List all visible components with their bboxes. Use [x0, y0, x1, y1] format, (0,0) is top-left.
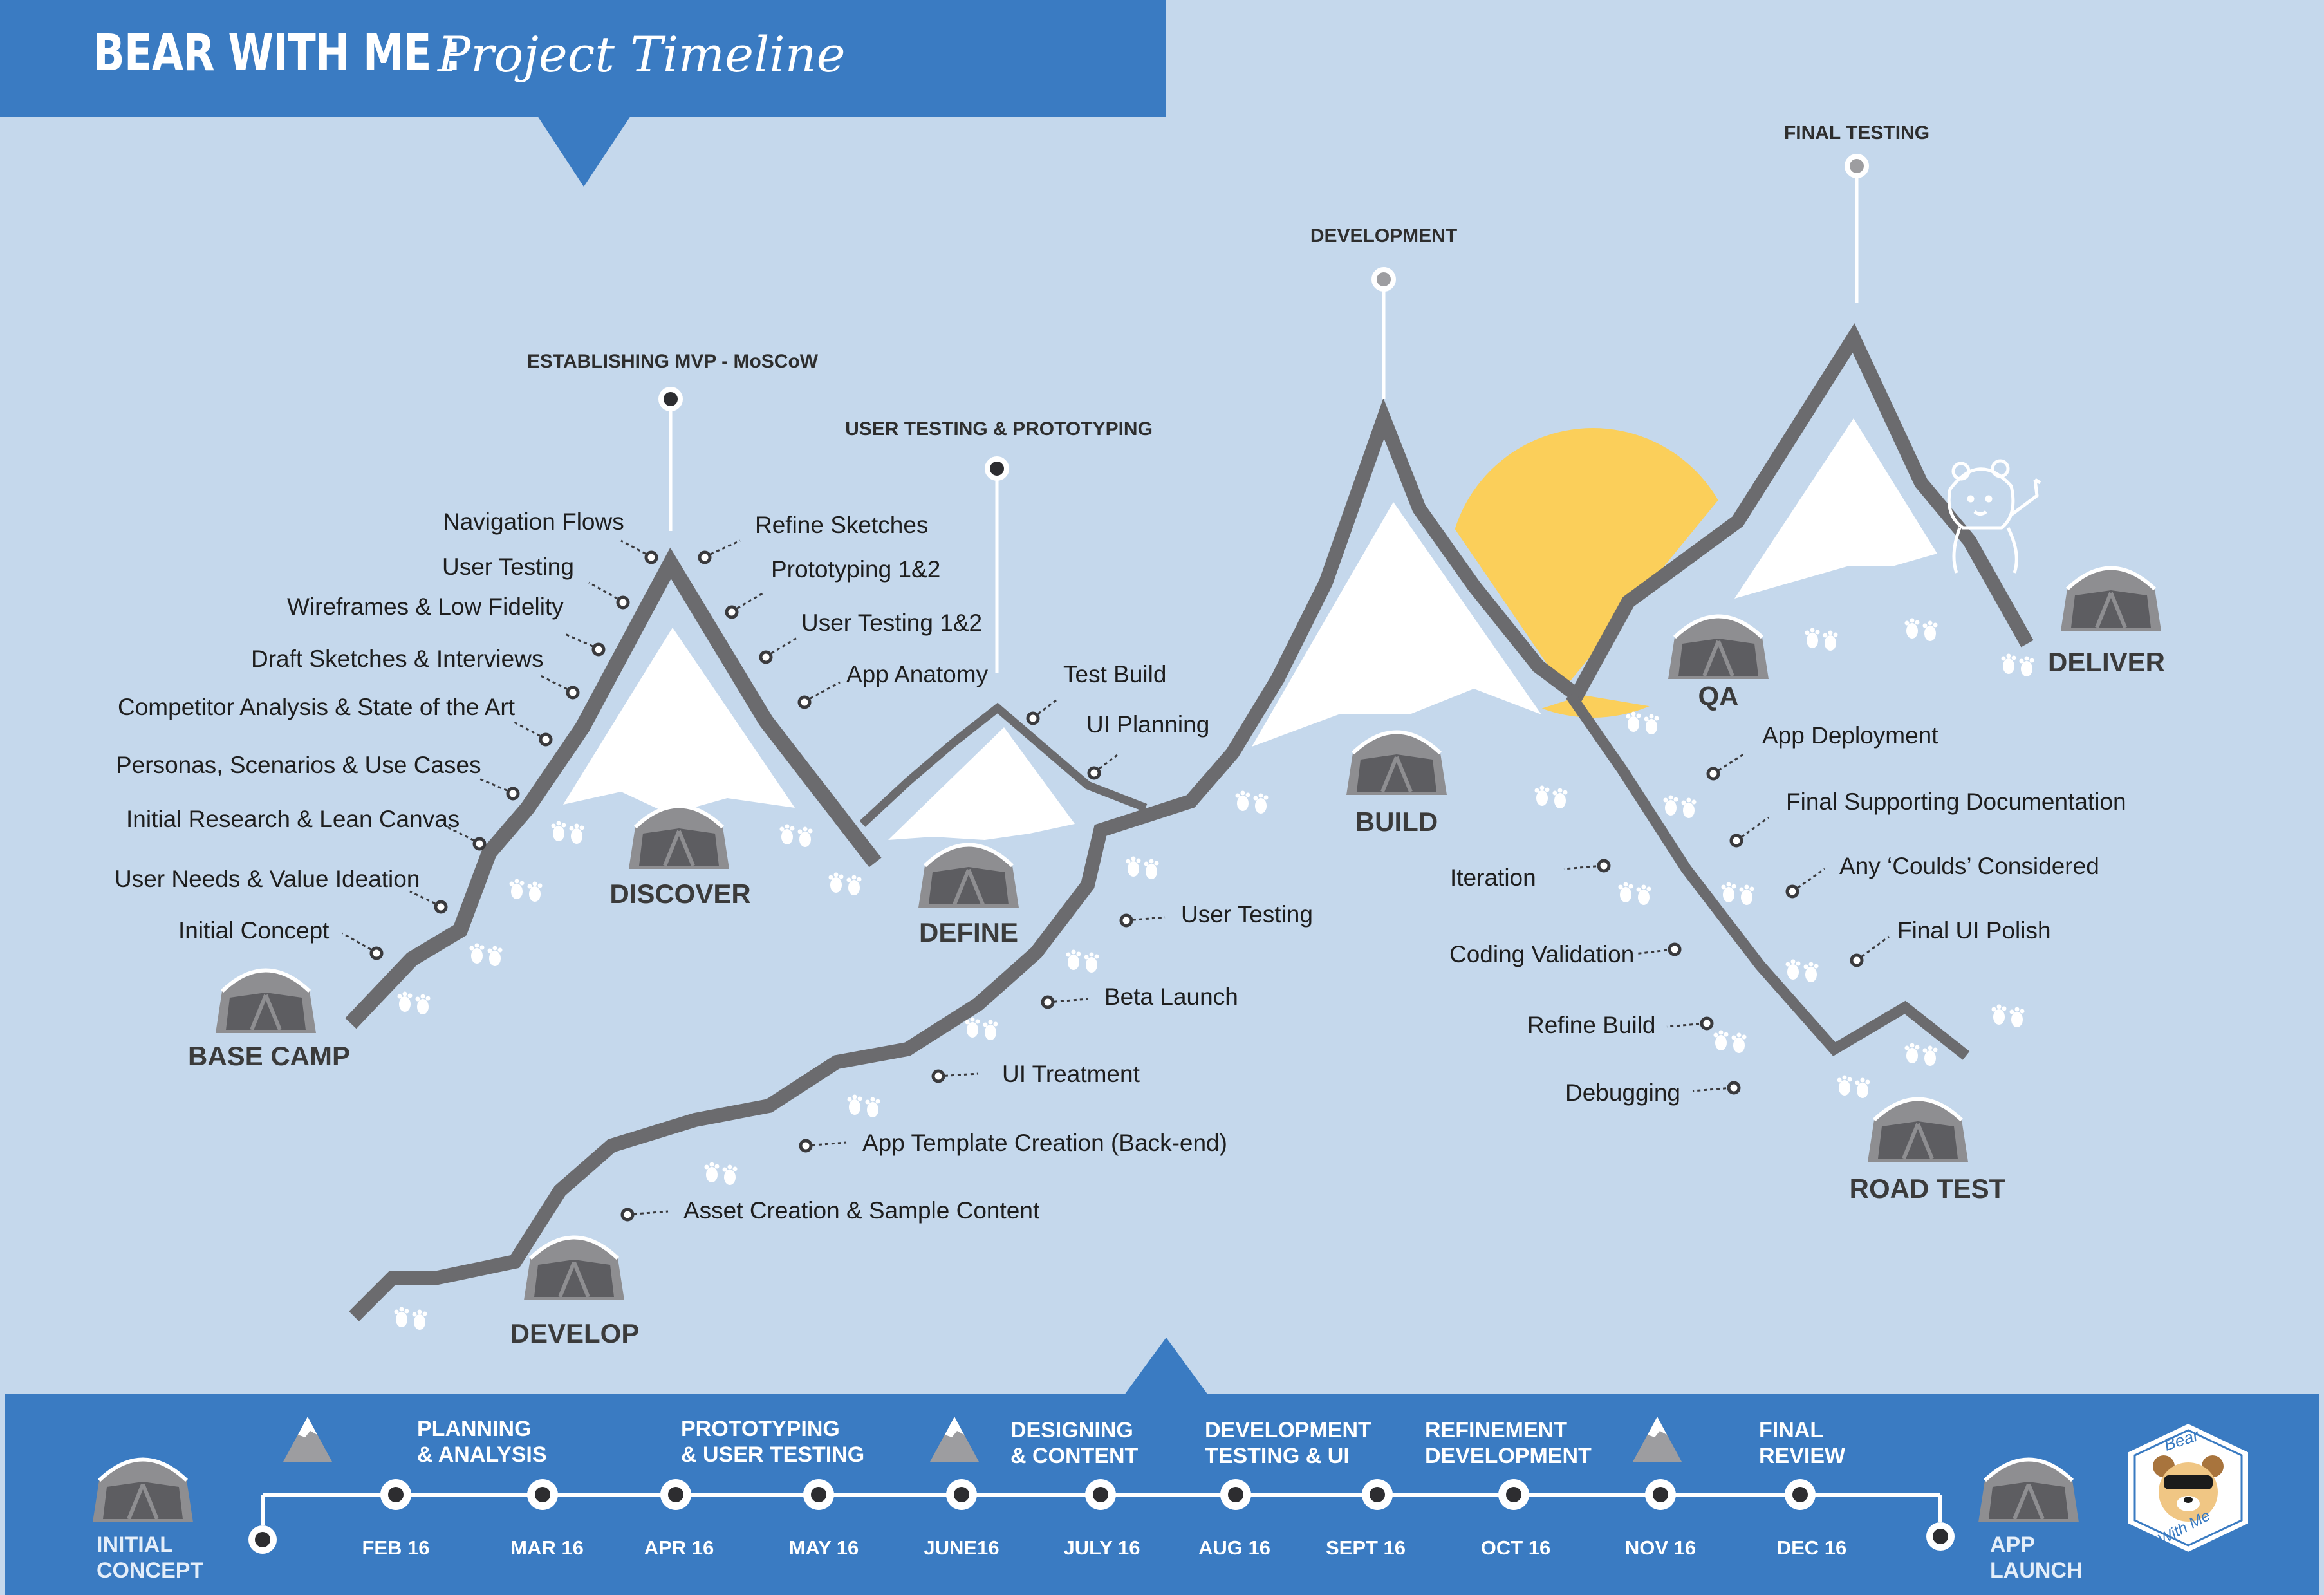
task-label: User Testing [1181, 901, 1313, 928]
snowcap-deliver [1734, 418, 1937, 599]
task-label: Refine Build [1527, 1012, 1656, 1038]
timeline-start-label: INITIAL CONCEPT [97, 1533, 204, 1583]
task-label: App Anatomy [846, 661, 989, 687]
timeline-date: MAR 16 [510, 1536, 584, 1559]
timeline-date: FEB 16 [362, 1536, 430, 1559]
phase-label-development: DEVELOPMENT TESTING & UI [1205, 1418, 1371, 1468]
task-label: Beta Launch [1104, 984, 1238, 1010]
task-dots [369, 550, 1864, 1222]
phase-label-prototyping: PROTOTYPING & USER TESTING [681, 1417, 865, 1467]
timeline-end-label: APP LAUNCH [1990, 1533, 2083, 1583]
camp-label-build: BUILD [1355, 807, 1438, 837]
milestone-pins [658, 154, 1869, 481]
timeline-date: JUNE16 [924, 1536, 999, 1559]
bear-logo [2126, 1421, 2251, 1555]
task-label: Navigation Flows [443, 508, 624, 535]
task-label: UI Treatment [1002, 1061, 1140, 1087]
task-label: Any ‘Coulds’ Considered [1839, 853, 2099, 879]
header-banner: BEAR WITH ME : Project Timeline [0, 0, 1166, 117]
task-label: Final UI Polish [1897, 917, 2051, 944]
task-label: Final Supporting Documentation [1786, 788, 2126, 815]
phase-label-planning: PLANNING & ANALYSIS [417, 1417, 547, 1467]
snowcap-discover [563, 628, 795, 814]
task-label: Iteration [1450, 864, 1536, 891]
task-label: Test Build [1063, 661, 1167, 687]
task-label: User Testing [442, 554, 574, 580]
phase-label-final-review: FINAL REVIEW [1759, 1418, 1846, 1468]
timeline-nodes [248, 1479, 1955, 1554]
milestone-label-mvp: ESTABLISHING MVP - MoSCoW [526, 351, 819, 372]
task-label: Competitor Analysis & State of the Art [118, 694, 515, 720]
task-label: Asset Creation & Sample Content [683, 1197, 1040, 1224]
page-subtitle: Project Timeline [438, 26, 846, 83]
camp-label-road-test: ROAD TEST [1849, 1173, 2006, 1204]
task-label: Initial Concept [178, 917, 330, 944]
phase-label-refinement: REFINEMENT DEVELOPMENT [1425, 1418, 1592, 1468]
timeline-date: JULY 16 [1063, 1536, 1140, 1559]
task-label: Wireframes & Low Fidelity [287, 593, 564, 620]
camp-label-discover: DISCOVER [609, 879, 751, 909]
task-label: App Deployment [1762, 722, 1938, 749]
brand-title: BEAR WITH ME : [93, 24, 461, 82]
task-label: Initial Research & Lean Canvas [126, 806, 460, 832]
timeline-date: APR 16 [644, 1536, 714, 1559]
camp-label-define: DEFINE [918, 917, 1019, 947]
timeline-date: AUG 16 [1198, 1536, 1270, 1559]
task-label: User Testing 1&2 [801, 610, 983, 636]
task-label: App Template Creation (Back-end) [862, 1130, 1227, 1156]
task-label: Prototyping 1&2 [771, 556, 941, 583]
timeline-date: SEPT 16 [1325, 1536, 1406, 1559]
timeline-date: NOV 16 [1624, 1536, 1697, 1559]
camp-label-deliver: DELIVER [2047, 647, 2166, 677]
timeline-date: OCT 16 [1480, 1536, 1551, 1559]
snowcap-build [1252, 502, 1541, 747]
camp-label-qa: QA [1698, 681, 1739, 711]
task-label: Refine Sketches [755, 512, 929, 538]
task-label: Coding Validation [1449, 941, 1635, 967]
camp-label-base-camp: BASE CAMP [187, 1041, 351, 1071]
task-label: User Needs & Value Ideation [115, 866, 420, 892]
milestone-label-final-testing: FINAL TESTING [1783, 122, 1930, 144]
camp-label-develop: DEVELOP [510, 1318, 640, 1348]
task-label: Personas, Scenarios & Use Cases [116, 752, 481, 778]
task-label: UI Planning [1086, 711, 1210, 738]
snowcap-define [888, 727, 1075, 840]
timeline-date: DEC 16 [1776, 1536, 1847, 1559]
milestone-label-user-testing: USER TESTING & PROTOTYPING [845, 418, 1153, 440]
task-label: Draft Sketches & Interviews [251, 646, 544, 672]
phase-label-designing: DESIGNING & CONTENT [1010, 1418, 1139, 1468]
bear-illustration [1947, 459, 2041, 574]
task-label: Debugging [1565, 1079, 1680, 1106]
milestone-label-development: DEVELOPMENT [1310, 225, 1458, 247]
timeline-date: MAY 16 [788, 1536, 859, 1559]
